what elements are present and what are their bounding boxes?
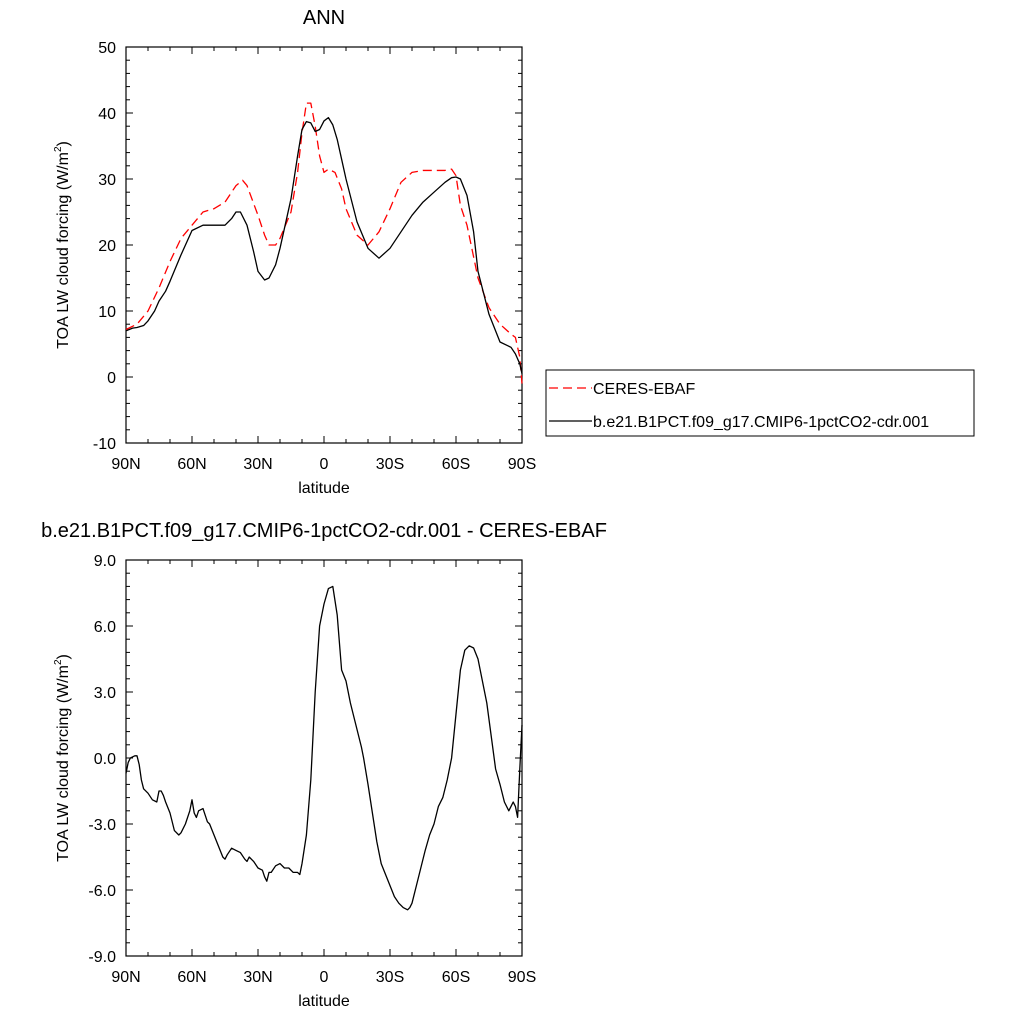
- y-tick-label: 20: [98, 238, 116, 255]
- y-tick-label: 3.0: [94, 685, 116, 702]
- y-tick-label: -3.0: [88, 817, 116, 834]
- series-line-0: [125, 585, 523, 911]
- y-tick-label: 6.0: [94, 619, 116, 636]
- x-tick-label: 60N: [177, 969, 206, 986]
- x-tick-label: 90N: [111, 969, 140, 986]
- x-tick-label: 30S: [376, 969, 404, 986]
- x-tick-label: 90N: [111, 456, 140, 473]
- y-axis-label-close: ): [55, 654, 72, 659]
- y-tick-label: -9.0: [88, 949, 116, 966]
- chart-title: ANN: [303, 7, 345, 29]
- y-axis-label-superscript: 2: [53, 146, 64, 152]
- x-tick-label: 60S: [442, 969, 470, 986]
- x-tick-label: 30S: [376, 456, 404, 473]
- x-tick-label: 60S: [442, 456, 470, 473]
- x-tick-label: 30N: [243, 456, 272, 473]
- legend-entry-0: CERES-EBAF: [593, 381, 695, 398]
- x-tick-label: 60N: [177, 456, 206, 473]
- y-axis-label-superscript: 2: [53, 659, 64, 665]
- y-axis-label: TOA LW cloud forcing (W/m2): [53, 141, 72, 349]
- x-axis-label: latitude: [298, 480, 350, 497]
- series-line-0: [125, 102, 523, 384]
- y-tick-label: 0.0: [94, 751, 116, 768]
- x-axis-label: latitude: [298, 993, 350, 1010]
- chart-title: b.e21.B1PCT.f09_g17.CMIP6-1pctCO2-cdr.00…: [41, 520, 607, 542]
- x-tick-label: 0: [320, 456, 329, 473]
- top-panel-ann: ANN -10 0 10 20 30 40 50 90N 60N 30N 0 30S 60S 90S lati…: [53, 7, 975, 497]
- y-tick-label: -10: [93, 436, 116, 453]
- y-tick-label: 50: [98, 40, 116, 57]
- y-axis-label-main: TOA LW cloud forcing (W/m: [55, 152, 72, 349]
- y-tick-label: -6.0: [88, 883, 116, 900]
- x-tick-label: 30N: [243, 969, 272, 986]
- legend-entry-1: b.e21.B1PCT.f09_g17.CMIP6-1pctCO2-cdr.00…: [593, 414, 929, 431]
- x-tick-label: 90S: [508, 969, 536, 986]
- plot-frame: [125, 559, 523, 957]
- y-axis-label-main: TOA LW cloud forcing (W/m: [55, 665, 72, 862]
- x-tick-label: 0: [320, 969, 329, 986]
- bottom-panel-difference: b.e21.B1PCT.f09_g17.CMIP6-1pctCO2-cdr.00…: [41, 520, 607, 1010]
- x-tick-label: 90S: [508, 456, 536, 473]
- legend: CERES-EBAF b.e21.B1PCT.f09_g17.CMIP6-1pct…: [545, 369, 975, 437]
- y-tick-label: 40: [98, 106, 116, 123]
- y-tick-label: 30: [98, 172, 116, 189]
- y-tick-label: 0: [107, 370, 116, 387]
- series-line-1: [125, 116, 523, 374]
- y-tick-label: 10: [98, 304, 116, 321]
- y-tick-label: 9.0: [94, 553, 116, 570]
- y-axis-label-close: ): [55, 141, 72, 146]
- y-axis-label: TOA LW cloud forcing (W/m2): [53, 654, 72, 862]
- legend-box: [545, 369, 975, 437]
